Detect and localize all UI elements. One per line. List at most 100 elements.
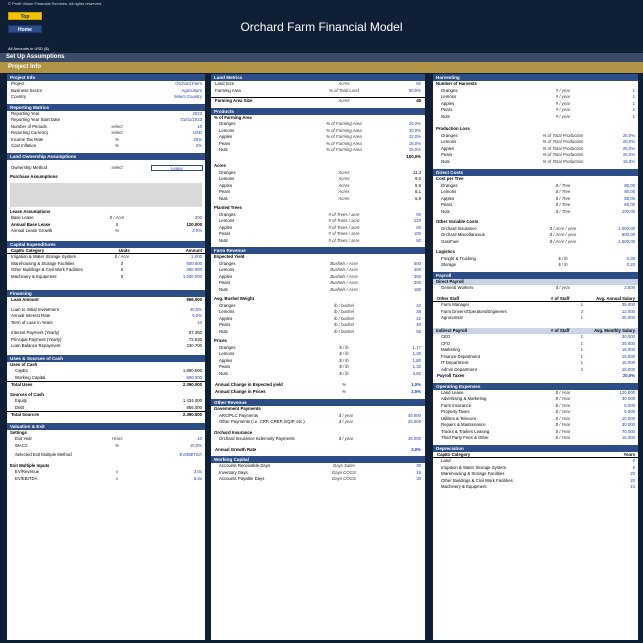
row-value[interactable]: 18.000 (621, 347, 635, 352)
row-value[interactable]: 38 (416, 309, 421, 314)
row-value[interactable]: 30 (416, 476, 421, 481)
ownership-method-select[interactable]: Lease (151, 164, 203, 171)
row-value[interactable]: 1.000,00 (618, 225, 635, 231)
row-value[interactable]: 1 (632, 87, 635, 93)
row-value[interactable]: 100 (413, 231, 421, 236)
row-value[interactable]: 90 (416, 211, 421, 217)
row-value[interactable]: 25,0% (622, 132, 635, 138)
row-value[interactable]: 55 (416, 328, 421, 334)
row-value[interactable]: 20,0% (622, 373, 635, 378)
row-value[interactable]: 80 (416, 224, 421, 230)
row-value[interactable]: 5,0x (193, 475, 202, 481)
row-value[interactable]: 15.000 (407, 436, 421, 441)
row-value[interactable]: 2,0% (192, 228, 202, 233)
row-count[interactable]: 1 (580, 315, 583, 320)
row-value[interactable]: 30.000 (621, 396, 635, 401)
row-value[interactable]: 50 (416, 81, 421, 86)
row-value[interactable]: 15.000 (621, 366, 635, 372)
row-value[interactable]: 3,50 (412, 370, 421, 376)
row-value[interactable]: 10.000 (621, 415, 635, 421)
row-value[interactable]: USD (192, 130, 202, 135)
row-value[interactable]: 400 (413, 267, 421, 272)
row-value[interactable]: 800,00 (621, 232, 635, 237)
row-value[interactable]: 0 (632, 458, 635, 463)
row-value[interactable]: 1 (632, 94, 635, 99)
row-count[interactable]: 1 (580, 353, 583, 359)
row-value[interactable]: 10 (197, 123, 202, 129)
row-value[interactable]: 20 (630, 477, 635, 483)
row-value[interactable]: EV/EBITDA (179, 452, 202, 457)
row-value[interactable]: Select Country (173, 94, 202, 99)
row-value[interactable]: 500.000 (186, 260, 202, 266)
row-value[interactable]: 15,0% (622, 158, 635, 164)
row-value[interactable]: 1,30 (412, 351, 421, 356)
row-count[interactable]: 2 (580, 366, 583, 372)
row-value[interactable]: 15.000 (621, 360, 635, 365)
row-value[interactable]: 42 (416, 302, 421, 308)
row-value[interactable]: 01/01/2023 (180, 117, 202, 122)
row-value[interactable]: 350 (413, 273, 421, 279)
row-value[interactable]: 120.000 (619, 389, 635, 395)
row-value[interactable]: 25,0% (622, 152, 635, 157)
row-value[interactable]: 80,00 (624, 189, 635, 194)
row-value[interactable]: 2023 (192, 110, 202, 116)
top-button[interactable]: Top (8, 12, 42, 20)
row-value[interactable]: 25.000 (621, 340, 635, 346)
row-value[interactable]: 10,0% (189, 442, 202, 448)
row-value[interactable]: 1,17 (412, 344, 421, 350)
row-value[interactable]: 3.500 (624, 285, 635, 290)
row-value[interactable]: 10 (630, 484, 635, 489)
row-value[interactable]: 70.000 (621, 428, 635, 434)
row-value[interactable]: 85,00 (624, 195, 635, 201)
row-value[interactable]: 200 (194, 215, 202, 220)
row-value[interactable]: 300.000 (186, 267, 202, 272)
row-value[interactable]: 2.000 (191, 254, 202, 259)
row-value[interactable]: 25,0% (408, 121, 421, 126)
row-value[interactable]: 90,0% (408, 87, 421, 93)
row-value[interactable]: 12.000 (621, 308, 635, 314)
row-value[interactable]: 300 (413, 280, 421, 285)
row-value[interactable]: 1 (632, 100, 635, 106)
row-value[interactable]: 1 (632, 113, 635, 119)
row-value[interactable]: 10 (197, 436, 202, 441)
row-value[interactable]: 40.000 (407, 412, 421, 418)
row-value[interactable]: 1 (632, 107, 635, 112)
row-value[interactable]: 1,0% (411, 382, 421, 387)
row-value[interactable]: 3,0x (193, 469, 202, 474)
row-value[interactable]: 25,0% (622, 145, 635, 151)
row-count[interactable]: 1 (580, 302, 583, 307)
row-value[interactable]: 42 (416, 315, 421, 321)
row-value[interactable]: 2% (195, 143, 202, 148)
row-value[interactable]: 500.000 (186, 374, 202, 380)
row-value[interactable]: 6,0% (192, 313, 202, 318)
row-count[interactable]: 1 (580, 340, 583, 346)
row-value[interactable]: 15.000 (621, 353, 635, 359)
row-value[interactable]: 180 (413, 286, 421, 292)
row-value[interactable]: 30.000 (621, 422, 635, 427)
row-value[interactable]: 20,0% (622, 139, 635, 144)
row-count[interactable]: 1 (580, 347, 583, 352)
row-value[interactable]: 120 (413, 218, 421, 223)
row-value[interactable]: 30.000 (621, 334, 635, 339)
row-value[interactable]: 100,00 (621, 208, 635, 214)
row-count[interactable]: 1 (580, 360, 583, 365)
row-value[interactable]: 2,5% (411, 388, 421, 394)
row-value[interactable]: Orchard Farm (175, 81, 202, 86)
row-value[interactable]: 20 (630, 471, 635, 476)
row-value[interactable]: 15 (416, 469, 421, 475)
row-value[interactable]: 500 (413, 260, 421, 266)
row-value[interactable]: 10 (197, 319, 202, 325)
row-value[interactable]: 0,30 (626, 255, 635, 261)
row-value[interactable]: 30 (416, 463, 421, 468)
row-value[interactable]: 50 (416, 237, 421, 243)
row-value[interactable]: 1.500,00 (618, 238, 635, 244)
row-value[interactable]: 1,32 (412, 364, 421, 369)
row-value[interactable]: 25.000 (407, 419, 421, 424)
row-value[interactable]: 5.000 (624, 402, 635, 408)
row-value[interactable]: 20% (193, 136, 202, 142)
row-value[interactable]: Agriculture (181, 87, 202, 93)
home-button[interactable]: Home (8, 25, 42, 33)
row-value[interactable]: 85,00 (624, 202, 635, 207)
row-count[interactable]: 1 (580, 334, 583, 339)
row-value[interactable]: 40,0% (189, 306, 202, 312)
